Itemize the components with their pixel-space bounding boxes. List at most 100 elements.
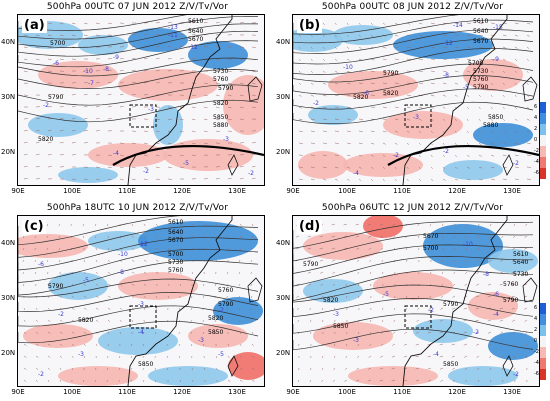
vorticity-label: -5: [183, 160, 189, 167]
wind-vector: [239, 223, 242, 227]
wind-vector: [526, 118, 530, 121]
vorticity-label: -5: [218, 351, 224, 358]
wind-vector: [525, 343, 528, 347]
lon-label: 90E: [286, 187, 300, 195]
wind-vector: [394, 142, 398, 145]
vorticity-label: -5: [463, 84, 469, 91]
vorticity-shade: [58, 366, 138, 386]
wind-vector: [58, 235, 61, 239]
wind-vector: [107, 271, 111, 274]
vorticity-label: -10: [83, 68, 93, 75]
wind-vector: [334, 154, 339, 156]
wind-vector: [487, 319, 492, 322]
contour-label: 5880: [213, 122, 228, 129]
wind-vector: [343, 223, 348, 226]
wind-vector: [107, 295, 111, 298]
wind-vector: [320, 283, 324, 286]
wind-vector: [322, 166, 327, 169]
vorticity-shade: [98, 327, 178, 355]
vorticity-label: -8: [443, 72, 449, 79]
wind-vector: [131, 259, 135, 262]
vorticity-label: -2: [218, 307, 224, 314]
wind-vector: [35, 141, 40, 144]
wind-vector: [430, 178, 434, 181]
wind-vector: [226, 295, 229, 299]
wind-vector: [333, 283, 336, 286]
island-outline: [502, 355, 514, 377]
wind-vector: [442, 130, 445, 134]
contour-label: 5730: [168, 259, 183, 266]
wind-vector: [322, 154, 327, 156]
wind-vector: [239, 177, 244, 180]
wind-vector: [322, 94, 327, 97]
wind-vector: [465, 379, 468, 383]
wind-vector: [466, 130, 469, 134]
wind-vector: [95, 34, 100, 36]
contour-label: 5610: [168, 219, 183, 226]
wind-vector: [382, 166, 386, 169]
wind-vector: [23, 379, 27, 382]
wind-vector: [143, 331, 145, 335]
wind-vector: [309, 307, 312, 311]
wind-vector: [119, 166, 124, 169]
wind-vector: [119, 106, 124, 108]
contour-label: 5670: [473, 38, 488, 45]
wind-vector: [370, 142, 375, 145]
wind-vector: [346, 58, 350, 61]
height-contour: [293, 15, 459, 35]
wind-vector: [442, 58, 447, 60]
study-region-box: [129, 104, 157, 128]
wind-vector: [191, 94, 196, 96]
vorticity-label: -2: [313, 100, 319, 107]
wind-vector: [119, 81, 124, 84]
wind-vector: [394, 118, 399, 121]
wind-vector: [155, 22, 160, 24]
wind-vector: [155, 379, 157, 383]
wind-vector: [320, 271, 324, 274]
wind-vector: [358, 166, 362, 169]
wind-vector: [131, 142, 136, 144]
vorticity-label: -2: [143, 168, 149, 175]
wind-vector: [370, 178, 373, 181]
contour-label: 5790: [303, 261, 318, 268]
contour-label: 5700: [468, 60, 483, 67]
wind-vector: [95, 166, 100, 168]
wind-vector: [322, 70, 326, 73]
wind-vector: [478, 106, 481, 110]
wind-vector: [478, 58, 483, 61]
panel-label: (b): [297, 18, 323, 33]
wind-vector: [95, 319, 99, 322]
wind-vector: [514, 106, 518, 109]
wind-vector: [23, 178, 28, 180]
wind-vector: [166, 355, 169, 359]
vorticity-label: -11: [168, 32, 178, 39]
contour-label: 5610: [188, 18, 203, 25]
lon-label: 110E: [393, 187, 411, 195]
wind-vector: [35, 165, 40, 168]
wind-vector: [179, 379, 181, 383]
vorticity-shade: [423, 224, 503, 268]
panel-label: (c): [22, 219, 46, 234]
wind-vector: [370, 166, 374, 169]
wind-vector: [526, 142, 531, 145]
contour-label: 5820: [353, 94, 368, 101]
wind-vector: [478, 154, 482, 157]
wind-vector: [451, 343, 456, 346]
wind-vector: [454, 94, 458, 97]
colorbar-label: -2: [534, 349, 539, 355]
wind-vector: [368, 247, 372, 250]
wind-vector: [392, 343, 396, 346]
wind-vector: [215, 106, 220, 109]
wind-vector: [179, 118, 184, 121]
wind-vector: [512, 247, 516, 250]
wind-vector: [502, 130, 506, 133]
wind-vector: [487, 283, 492, 286]
wind-vector: [430, 94, 435, 97]
wind-vector: [380, 355, 384, 358]
vorticity-label: -6: [53, 60, 59, 67]
vorticity-label: -6: [363, 90, 369, 97]
colorbar-segment: [540, 347, 546, 358]
wind-vector: [155, 223, 158, 226]
wind-vector: [298, 379, 300, 383]
wind-vector: [466, 70, 471, 73]
